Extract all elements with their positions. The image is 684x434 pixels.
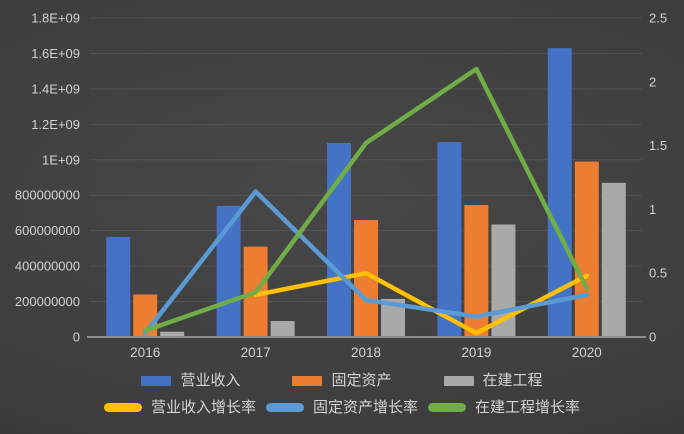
legend-item-construction-growth: 在建工程增长率 bbox=[428, 400, 580, 415]
construction-growth-swatch bbox=[428, 403, 466, 412]
x-axis-tick: 2018 bbox=[351, 345, 381, 360]
fixed-assets-growth-swatch bbox=[265, 403, 304, 412]
legend-label-fixed-assets-growth: 固定资产增长率 bbox=[312, 399, 418, 416]
left-axis-tick: 1.4E+09 bbox=[31, 81, 80, 96]
bar-revenue-2016 bbox=[106, 236, 131, 337]
legend-label-construction: 在建工程 bbox=[482, 372, 543, 389]
right-axis-tick: 2.5 bbox=[649, 11, 667, 26]
legend-item-fixed-assets-growth: 固定资产增长率 bbox=[265, 399, 418, 416]
right-axis-tick: 1 bbox=[649, 202, 656, 217]
left-axis-tick: 200000000 bbox=[15, 294, 80, 309]
x-axis-tick: 2016 bbox=[130, 345, 160, 360]
left-axis-tick: 600000000 bbox=[15, 223, 80, 238]
right-axis-tick: 0 bbox=[649, 330, 656, 345]
left-axis-tick: 1E+09 bbox=[42, 152, 80, 167]
left-axis-tick: 1.8E+09 bbox=[31, 11, 80, 26]
left-axis-tick: 400000000 bbox=[15, 259, 80, 274]
line-fixed-assets-growth bbox=[142, 189, 590, 336]
legend-label-construction-growth: 在建工程增长率 bbox=[475, 399, 581, 416]
legend-label-fixed-assets: 固定资产 bbox=[331, 372, 392, 389]
x-axis-tick: 2020 bbox=[572, 345, 602, 360]
legend-item-revenue: 营业收入 bbox=[141, 373, 240, 388]
left-axis-tick: 0 bbox=[73, 330, 80, 345]
bar-construction-2017 bbox=[270, 321, 295, 337]
x-axis-tick: 2019 bbox=[461, 345, 491, 360]
bar-construction-2016 bbox=[160, 331, 185, 337]
bar-revenue-2018 bbox=[327, 142, 351, 337]
legend-label-revenue: 营业收入 bbox=[180, 372, 241, 389]
left-axis-tick: 1.2E+09 bbox=[31, 117, 80, 132]
legend-row-bars: 营业收入 固定资产 在建工程 bbox=[0, 373, 684, 388]
right-axis-tick: 0.5 bbox=[649, 266, 667, 281]
revenue-swatch bbox=[141, 375, 172, 386]
construction-swatch bbox=[443, 375, 474, 386]
bar-fixed-assets-2020 bbox=[574, 161, 599, 337]
legend-item-construction: 在建工程 bbox=[443, 372, 543, 389]
left-axis-tick: 1.6E+09 bbox=[31, 46, 80, 61]
left-axis-tick: 800000000 bbox=[15, 188, 80, 203]
x-axis-tick: 2017 bbox=[241, 345, 271, 360]
line-construction-growth bbox=[142, 66, 590, 333]
right-axis-tick: 2 bbox=[649, 74, 656, 89]
legend-item-fixed-assets: 固定资产 bbox=[292, 372, 392, 389]
legend-item-revenue-growth: 营业收入增长率 bbox=[103, 399, 256, 416]
right-axis-tick: 1.5 bbox=[649, 138, 667, 153]
bar-construction-2020 bbox=[601, 182, 626, 337]
bar-revenue-2019 bbox=[437, 142, 462, 337]
legend-label-revenue-growth: 营业收入增长率 bbox=[150, 399, 256, 416]
revenue-growth-swatch bbox=[103, 403, 142, 412]
fixed-assets-swatch bbox=[292, 375, 323, 386]
legend-row-lines: 营业收入增长率 固定资产增长率 在建工程增长率 bbox=[0, 400, 684, 415]
